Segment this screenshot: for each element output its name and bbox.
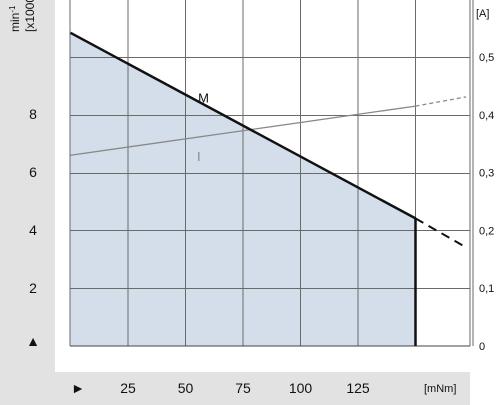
- x-tick-label: 75: [235, 380, 251, 396]
- y-right-tick-label: 0,1: [479, 283, 494, 295]
- y-left-tick-label: 8: [29, 106, 37, 122]
- y-left-title-unit: [x1000]: [23, 0, 37, 32]
- y-right-tick-label: 0: [479, 341, 485, 353]
- y-right-title: [A]: [476, 8, 489, 20]
- up-arrow-icon: ▲: [26, 333, 40, 349]
- y-right-tick-label: 0,3: [479, 168, 494, 180]
- speed-line-M: [69, 31, 417, 220]
- bottom-axis-panel: [0, 372, 470, 405]
- series-label-I: I: [197, 149, 201, 164]
- y-left-tick-label: 6: [29, 164, 37, 180]
- y-right-tick-label: 0,4: [479, 110, 494, 122]
- y-left-tick-label: 4: [29, 222, 37, 238]
- series-label-M: M: [198, 90, 209, 105]
- y-left-title: min-1: [8, 5, 22, 32]
- x-tick-label: 25: [120, 380, 136, 396]
- current-line-I: [70, 105, 416, 156]
- x-tick-label: 125: [346, 380, 370, 396]
- left-axis-panel: [0, 0, 55, 372]
- x-tick-label: 100: [289, 380, 313, 396]
- y-right-tick-label: 0,5: [479, 52, 494, 64]
- x-axis-title: [mNm]: [424, 383, 456, 395]
- y-left-tick-label: 2: [29, 280, 37, 296]
- y-right-tick-label: 0,2: [479, 225, 494, 237]
- plot-area: M I 25 50 75 100 125 2 4 6 8 0 0,1 0,2 0,3 0,4 0,5: [29, 0, 494, 396]
- x-tick-label: 50: [178, 380, 194, 396]
- speed-line-M-extension: [415, 217, 467, 249]
- current-line-I-extension: [415, 96, 467, 107]
- right-arrow-icon: ►: [71, 380, 85, 396]
